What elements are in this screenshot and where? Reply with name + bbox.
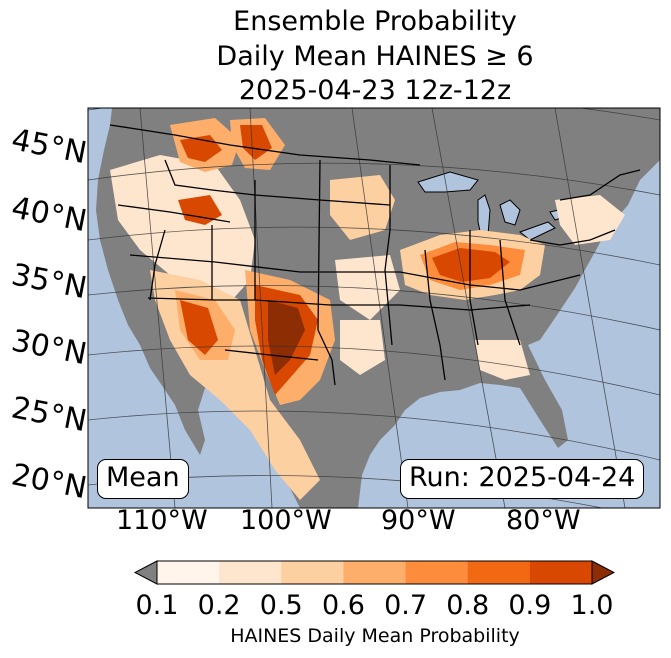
colorbar-segment [405,561,469,584]
colorbar [133,560,616,585]
colorbar-tick-label: 0.9 [508,590,552,621]
colorbar-tick-label: 0.5 [259,590,303,621]
colorbar-tick-label: 0.6 [321,590,365,621]
colorbar-segment [157,561,220,584]
colorbar-segment [467,561,531,584]
title-line-3: 2025-04-23 12z-12z [238,75,512,106]
colorbar-over-extend [591,560,616,585]
colorbar-segment [529,561,593,584]
run-label-box: Run: 2025-04-24 [400,459,645,499]
colorbar-segment [281,561,344,584]
colorbar-tick-label: 0.8 [446,590,490,621]
title-line-2: Daily Mean HAINES ≥ 6 [216,41,534,72]
colorbar-segment [219,561,282,584]
colorbar-tick-label: 1.0 [570,590,614,621]
lon-label-110: 110°W [116,505,208,536]
colorbar-tick-label: 0.1 [135,590,179,621]
map-frame [87,107,661,509]
stat-label-box: Mean [97,459,189,499]
colorbar-tick-label: 0.2 [197,590,241,621]
colorbar-label: HAINES Daily Mean Probability [230,625,520,647]
colorbar-tick-label: 0.7 [384,590,428,621]
title-line-1: Ensemble Probability [233,6,517,37]
state-borders [109,124,641,386]
graticule [88,108,660,508]
lon-label-80: 80°W [506,505,581,536]
lon-label-90: 90°W [381,505,456,536]
colorbar-under-extend [133,560,158,585]
colorbar-segment [343,561,407,584]
colorbar-frame [156,560,593,585]
lon-label-100: 100°W [240,505,332,536]
